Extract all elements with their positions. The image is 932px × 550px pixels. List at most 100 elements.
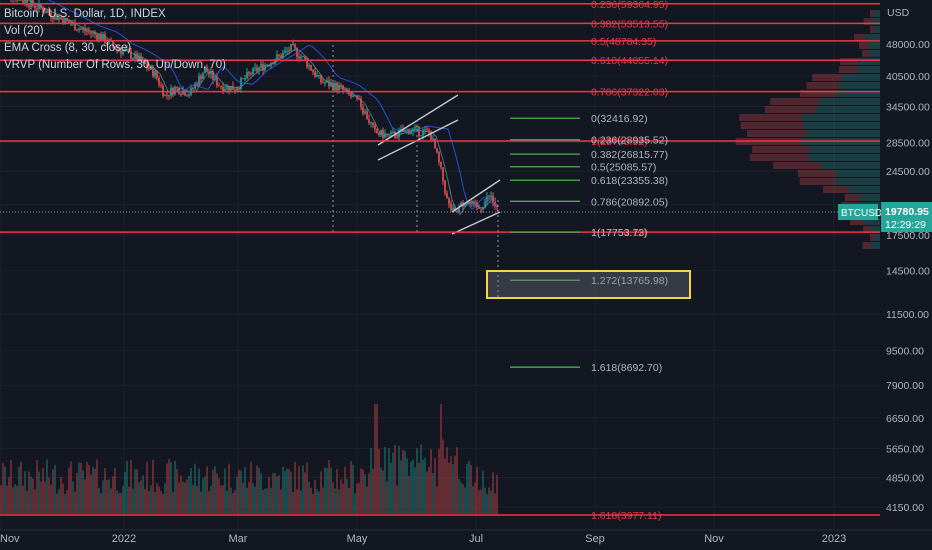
- candle-body: [54, 14, 56, 20]
- volume-bar: [496, 474, 498, 514]
- volume-bar: [420, 444, 422, 514]
- candle-body: [98, 34, 100, 40]
- volume-bar: [152, 459, 154, 514]
- candle-body: [86, 31, 88, 33]
- volume-bar: [428, 466, 430, 514]
- candle-body: [174, 86, 176, 95]
- candle-body: [254, 67, 256, 69]
- candle-body: [448, 197, 450, 205]
- candle-body: [58, 17, 60, 20]
- fib-green-label: 0(32416.92): [591, 113, 648, 125]
- candle-body: [418, 126, 420, 136]
- price-tick: 48000.00: [886, 39, 930, 51]
- legend-ema-cross[interactable]: EMA Cross (8, 30, close): [4, 42, 132, 54]
- volume-bar: [222, 485, 224, 514]
- volume-bar: [266, 488, 268, 514]
- candle-body: [22, 0, 24, 3]
- candle-body: [426, 129, 428, 131]
- vrvp-bar-up: [839, 82, 880, 89]
- volume-bar: [394, 444, 396, 514]
- volume-bar: [210, 485, 212, 514]
- volume-bar: [470, 464, 472, 514]
- volume-bar: [432, 473, 434, 514]
- volume-bar: [220, 485, 222, 514]
- fib-retracement-red[interactable]: 0.236(59364.95) 0.382(53513.55) 0.5(48784.…: [0, 0, 880, 522]
- candle-body: [446, 193, 448, 198]
- vrvp-bar-down: [849, 218, 864, 225]
- candle-body: [236, 88, 238, 91]
- volume-bar: [130, 460, 132, 514]
- volume-bar: [316, 488, 318, 514]
- candle-body: [242, 78, 244, 80]
- candle-body: [50, 13, 52, 18]
- volume-bar: [350, 460, 352, 514]
- candle-body: [168, 94, 170, 96]
- volume-bar: [444, 458, 446, 514]
- fib-extension-green[interactable]: 0(32416.92) 0.236(28935.52) 0.382(26815.77…: [510, 113, 668, 374]
- candle-body: [192, 87, 194, 89]
- countdown-text: 12:29:29: [885, 219, 926, 231]
- volume-bar: [436, 486, 438, 514]
- volume-bar: [154, 492, 156, 514]
- candle-body: [144, 59, 146, 64]
- candle-body: [182, 90, 184, 95]
- vrvp-bar-down: [799, 90, 836, 97]
- drawings: [0, 45, 880, 300]
- candle-body: [38, 3, 40, 9]
- volume-bar: [344, 466, 346, 514]
- candle-body: [298, 56, 300, 59]
- volume-bar: [452, 464, 454, 514]
- candle-body: [154, 70, 156, 77]
- candle-body: [266, 64, 268, 66]
- candle-body: [244, 78, 246, 80]
- price-axis[interactable]: USD 48000.00 40500.00 34500.00 28500.00 24500…: [880, 0, 932, 550]
- candle-body: [364, 111, 366, 114]
- legend-title[interactable]: Bitcoin / U.S. Dollar, 1D, INDEX: [4, 8, 166, 20]
- vrvp-bar-down: [773, 162, 822, 169]
- volume-bar: [22, 485, 24, 514]
- candle-body: [36, 8, 38, 10]
- candle-body: [438, 152, 440, 162]
- candle-body: [64, 18, 66, 24]
- candle-body: [258, 67, 260, 72]
- legend-volume[interactable]: Vol (20): [4, 25, 44, 37]
- candle-body: [458, 206, 460, 212]
- channel-line: [377, 94, 459, 146]
- price-tick: 17500.00: [886, 230, 930, 242]
- volume-bar: [228, 463, 230, 514]
- candle-body: [56, 14, 58, 20]
- vrvp-bar-down: [797, 170, 835, 177]
- candle-body: [274, 60, 276, 65]
- price-tick: 11500.00: [886, 309, 929, 321]
- candle-body: [176, 86, 178, 88]
- volume-bar: [434, 457, 436, 514]
- candle-body: [166, 94, 168, 96]
- time-axis[interactable]: Nov 2022 Mar May Jul Sep Nov 2023: [0, 529, 932, 545]
- volume-bar: [390, 462, 392, 514]
- channel-line: [377, 119, 459, 161]
- volume-bar: [134, 469, 136, 514]
- candle-body: [390, 132, 392, 135]
- candle-body: [456, 211, 458, 213]
- volume-bar: [410, 461, 412, 514]
- volume-bar: [142, 475, 144, 514]
- volume-bar: [306, 462, 308, 514]
- volume-bar: [376, 404, 378, 514]
- volume-bar: [488, 487, 490, 514]
- volume-bar: [20, 461, 22, 514]
- candle-body: [164, 94, 166, 96]
- candle-body: [336, 82, 338, 91]
- volume-bar: [298, 465, 300, 514]
- vrvp-bar-down: [863, 18, 871, 25]
- target-zone-box[interactable]: [486, 270, 691, 299]
- vrvp-bar-up: [821, 162, 880, 169]
- candle-body: [198, 75, 200, 86]
- candle-body: [78, 28, 80, 31]
- candle-body: [158, 78, 160, 85]
- legend-vrvp[interactable]: VRVP (Number Of Rows, 30, Up/Down, 70): [4, 59, 226, 71]
- candle-body: [228, 85, 230, 91]
- volume-bar: [338, 489, 340, 514]
- candle-body: [118, 49, 120, 51]
- volume-bar: [118, 492, 120, 514]
